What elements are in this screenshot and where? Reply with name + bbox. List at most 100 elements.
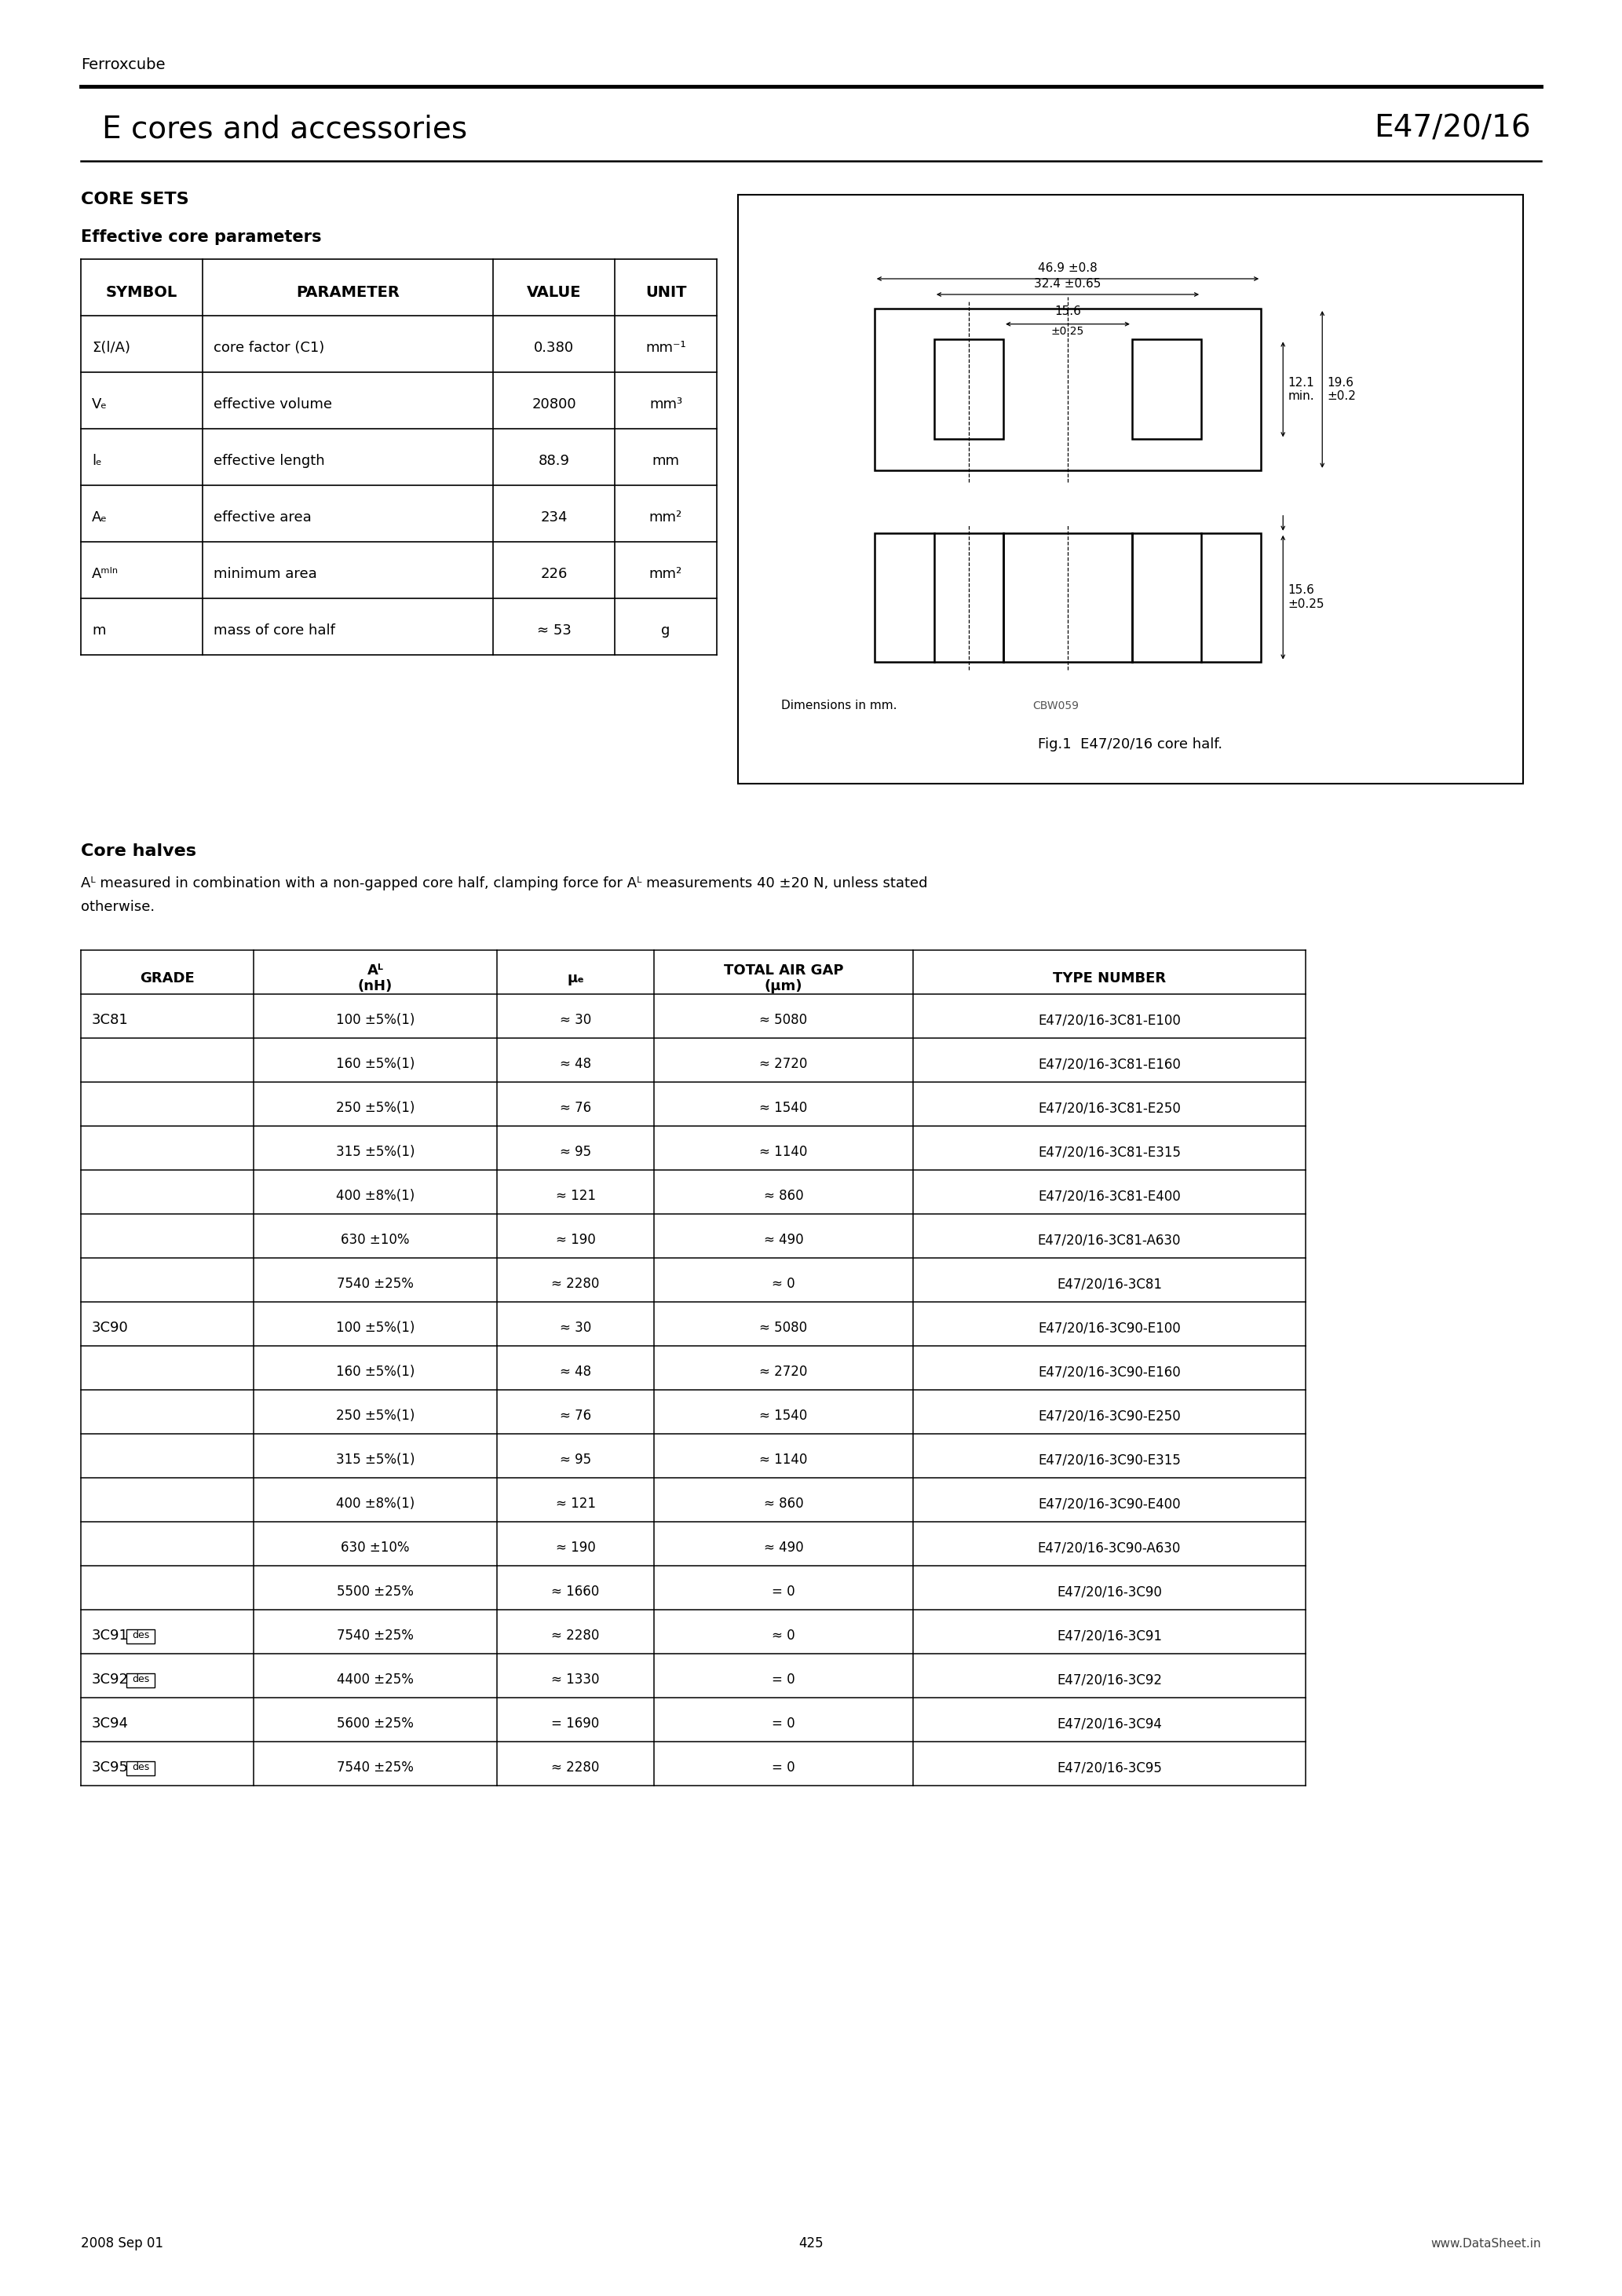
Text: ≈ 76: ≈ 76 <box>560 1100 592 1116</box>
Text: E47/20/16-3C81-E315: E47/20/16-3C81-E315 <box>1038 1146 1181 1159</box>
Text: 15.6
±0.25: 15.6 ±0.25 <box>1288 585 1324 611</box>
Text: ≈ 30: ≈ 30 <box>560 1013 592 1026</box>
Text: = 0: = 0 <box>772 1584 795 1598</box>
Text: ≈ 1140: ≈ 1140 <box>759 1146 808 1159</box>
Text: 315 ±5%(1): 315 ±5%(1) <box>336 1146 415 1159</box>
Text: mm⁻¹: mm⁻¹ <box>646 340 686 356</box>
Text: SYMBOL: SYMBOL <box>105 285 177 298</box>
Bar <box>738 195 1523 783</box>
Text: 315 ±5%(1): 315 ±5%(1) <box>336 1453 415 1467</box>
Text: 234: 234 <box>540 510 568 523</box>
Text: mm: mm <box>652 455 680 468</box>
Text: 630 ±10%: 630 ±10% <box>341 1541 410 1554</box>
Text: ≈ 190: ≈ 190 <box>556 1233 595 1247</box>
Text: 400 ±8%(1): 400 ±8%(1) <box>336 1497 415 1511</box>
Text: mm²: mm² <box>649 567 683 581</box>
Text: = 0: = 0 <box>772 1717 795 1731</box>
Text: 630 ±10%: 630 ±10% <box>341 1233 410 1247</box>
Text: ≈ 2720: ≈ 2720 <box>759 1364 808 1380</box>
Text: 46.9 ±0.8: 46.9 ±0.8 <box>1038 262 1098 273</box>
Text: ≈ 121: ≈ 121 <box>555 1497 595 1511</box>
Text: Ferroxcube: Ferroxcube <box>81 57 165 71</box>
Text: ≈ 95: ≈ 95 <box>560 1146 592 1159</box>
Text: E47/20/16: E47/20/16 <box>1374 115 1531 145</box>
Text: E47/20/16-3C81: E47/20/16-3C81 <box>1058 1277 1161 1290</box>
Text: E47/20/16-3C95: E47/20/16-3C95 <box>1058 1761 1161 1775</box>
Text: mass of core half: mass of core half <box>214 625 336 638</box>
Bar <box>874 533 1260 661</box>
Bar <box>1132 340 1202 439</box>
Text: 250 ±5%(1): 250 ±5%(1) <box>336 1100 415 1116</box>
Text: E47/20/16-3C90-E160: E47/20/16-3C90-E160 <box>1038 1364 1181 1380</box>
Text: Aᴸ measured in combination with a non-gapped core half, clamping force for Aᴸ me: Aᴸ measured in combination with a non-ga… <box>81 877 928 891</box>
Bar <box>934 340 1004 439</box>
Text: 100 ±5%(1): 100 ±5%(1) <box>336 1320 415 1334</box>
Text: = 0: = 0 <box>772 1761 795 1775</box>
Text: ≈ 1330: ≈ 1330 <box>551 1671 600 1688</box>
Text: = 0: = 0 <box>772 1671 795 1688</box>
Text: ≈ 490: ≈ 490 <box>764 1541 803 1554</box>
Text: effective volume: effective volume <box>214 397 333 411</box>
Text: 3C90: 3C90 <box>92 1320 128 1334</box>
Text: ≈ 5080: ≈ 5080 <box>759 1013 808 1026</box>
Text: E47/20/16-3C90-E315: E47/20/16-3C90-E315 <box>1038 1453 1181 1467</box>
Text: ≈ 1540: ≈ 1540 <box>759 1100 808 1116</box>
Text: ≈ 2280: ≈ 2280 <box>551 1277 600 1290</box>
Text: E47/20/16-3C81-E250: E47/20/16-3C81-E250 <box>1038 1100 1181 1116</box>
Text: 3C92: 3C92 <box>92 1671 128 1688</box>
Text: E47/20/16-3C92: E47/20/16-3C92 <box>1058 1671 1161 1688</box>
Text: mm²: mm² <box>649 510 683 523</box>
Text: ≈ 2720: ≈ 2720 <box>759 1056 808 1070</box>
Text: effective length: effective length <box>214 455 324 468</box>
Text: ≈ 48: ≈ 48 <box>560 1364 592 1380</box>
Text: ≈ 48: ≈ 48 <box>560 1056 592 1070</box>
Text: www.DataSheet.in: www.DataSheet.in <box>1431 2239 1541 2250</box>
Text: 160 ±5%(1): 160 ±5%(1) <box>336 1056 415 1070</box>
Text: ≈ 1140: ≈ 1140 <box>759 1453 808 1467</box>
Text: E47/20/16-3C81-E100: E47/20/16-3C81-E100 <box>1038 1013 1181 1026</box>
Text: 400 ±8%(1): 400 ±8%(1) <box>336 1189 415 1203</box>
Text: Aᵐᴵⁿ: Aᵐᴵⁿ <box>92 567 118 581</box>
Text: 88.9: 88.9 <box>539 455 569 468</box>
Text: ≈ 1540: ≈ 1540 <box>759 1410 808 1424</box>
Text: CORE SETS: CORE SETS <box>81 191 188 207</box>
Text: 7540 ±25%: 7540 ±25% <box>337 1628 414 1642</box>
Text: Fig.1  E47/20/16 core half.: Fig.1 E47/20/16 core half. <box>1038 737 1223 751</box>
Text: E cores and accessories: E cores and accessories <box>102 115 467 145</box>
Text: 15.6: 15.6 <box>1054 305 1080 317</box>
Text: ≈ 860: ≈ 860 <box>764 1189 803 1203</box>
Text: 3C91: 3C91 <box>92 1628 128 1642</box>
Text: CBW059: CBW059 <box>1032 700 1079 712</box>
Text: ≈ 76: ≈ 76 <box>560 1410 592 1424</box>
Text: ≈ 1660: ≈ 1660 <box>551 1584 600 1598</box>
Text: ≈ 860: ≈ 860 <box>764 1497 803 1511</box>
Text: Aᴸ
(nH): Aᴸ (nH) <box>358 962 393 994</box>
Text: 5600 ±25%: 5600 ±25% <box>337 1717 414 1731</box>
Text: 7540 ±25%: 7540 ±25% <box>337 1277 414 1290</box>
Text: Core halves: Core halves <box>81 843 196 859</box>
Text: 4400 ±25%: 4400 ±25% <box>337 1671 414 1688</box>
Text: 32.4 ±0.65: 32.4 ±0.65 <box>1035 278 1101 289</box>
Text: PARAMETER: PARAMETER <box>297 285 399 298</box>
Text: 0.380: 0.380 <box>534 340 574 356</box>
Text: GRADE: GRADE <box>139 971 195 985</box>
Text: 5500 ±25%: 5500 ±25% <box>337 1584 414 1598</box>
Text: μₑ: μₑ <box>566 971 584 985</box>
Text: ≈ 53: ≈ 53 <box>537 625 571 638</box>
Text: E47/20/16-3C90: E47/20/16-3C90 <box>1058 1584 1161 1598</box>
Text: ≈ 5080: ≈ 5080 <box>759 1320 808 1334</box>
Text: ≈ 2280: ≈ 2280 <box>551 1628 600 1642</box>
Text: 3C95: 3C95 <box>92 1761 128 1775</box>
Text: 19.6
±0.2: 19.6 ±0.2 <box>1327 377 1356 402</box>
Text: 7540 ±25%: 7540 ±25% <box>337 1761 414 1775</box>
Text: 2008 Sep 01: 2008 Sep 01 <box>81 2236 164 2250</box>
Text: E47/20/16-3C90-E250: E47/20/16-3C90-E250 <box>1038 1410 1181 1424</box>
FancyBboxPatch shape <box>127 1674 154 1688</box>
Text: Effective core parameters: Effective core parameters <box>81 230 321 246</box>
Text: m: m <box>92 625 105 638</box>
Text: des: des <box>131 1674 149 1685</box>
Text: E47/20/16-3C81-E160: E47/20/16-3C81-E160 <box>1038 1056 1181 1070</box>
Text: effective area: effective area <box>214 510 311 523</box>
Text: = 1690: = 1690 <box>551 1717 600 1731</box>
Text: ≈ 190: ≈ 190 <box>556 1541 595 1554</box>
